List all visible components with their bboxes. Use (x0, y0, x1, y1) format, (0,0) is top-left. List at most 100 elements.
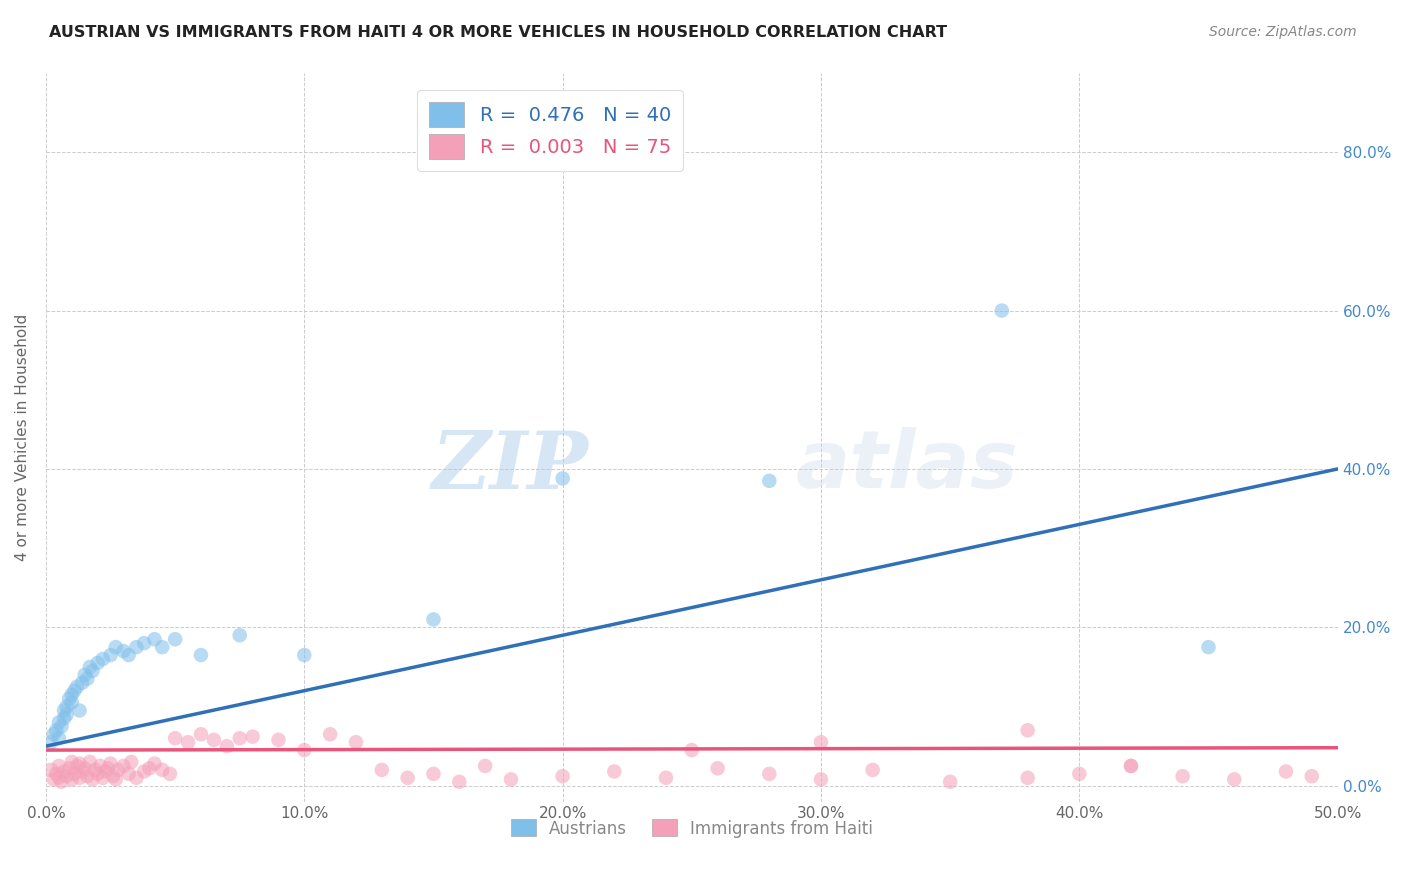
Point (100, 648, 122, 662)
Point (422, 767, 444, 781)
Point (51, 719, 73, 733)
Point (48, 759, 70, 773)
Point (97, 761, 120, 775)
Point (91, 652, 114, 666)
Point (63, 683, 86, 698)
Y-axis label: 4 or more Vehicles in Household: 4 or more Vehicles in Household (15, 314, 30, 561)
Point (655, 771, 678, 785)
Point (202, 732, 225, 747)
Point (82, 772, 104, 787)
Point (165, 632, 187, 647)
Text: atlas: atlas (796, 427, 1018, 506)
Point (165, 731, 187, 746)
Point (42, 772, 65, 787)
Point (39, 735, 62, 749)
Point (125, 771, 148, 785)
Point (55, 769, 77, 783)
Point (58, 691, 80, 706)
Point (603, 764, 626, 779)
Point (39, 763, 62, 777)
Point (66, 680, 89, 694)
Text: Source: ZipAtlas.com: Source: ZipAtlas.com (1209, 25, 1357, 39)
Point (292, 743, 315, 757)
Point (79, 755, 101, 769)
Point (82, 664, 104, 678)
Point (84, 763, 107, 777)
Point (706, 761, 728, 775)
Point (53, 704, 76, 718)
Point (53, 711, 76, 725)
Point (242, 730, 264, 744)
Point (45, 723, 67, 738)
Point (91, 771, 114, 785)
Point (66, 759, 89, 773)
Point (60, 772, 83, 787)
Text: AUSTRIAN VS IMMIGRANTS FROM HAITI 4 OR MORE VEHICLES IN HOUSEHOLD CORRELATION CH: AUSTRIAN VS IMMIGRANTS FROM HAITI 4 OR M… (49, 25, 948, 40)
Point (190, 727, 212, 741)
Point (449, 774, 471, 789)
Point (60, 688, 83, 702)
Point (939, 774, 962, 789)
Point (70, 675, 93, 690)
Point (681, 743, 703, 757)
Point (150, 763, 173, 777)
Point (810, 735, 832, 749)
Point (60, 696, 83, 710)
Point (51, 774, 73, 789)
Point (150, 640, 173, 654)
Point (344, 735, 367, 749)
Point (371, 763, 394, 777)
Point (1275, 764, 1298, 779)
Point (42, 727, 65, 741)
Point (177, 735, 200, 749)
Point (58, 761, 80, 775)
Point (73, 761, 96, 775)
Point (1017, 723, 1039, 738)
Point (89, 759, 111, 773)
Point (1171, 769, 1194, 783)
Point (73, 668, 96, 682)
Point (60, 755, 83, 769)
Legend: Austrians, Immigrants from Haiti: Austrians, Immigrants from Haiti (503, 813, 880, 844)
Point (79, 660, 101, 674)
Point (190, 648, 212, 662)
Point (499, 772, 522, 787)
Point (474, 759, 496, 773)
Point (319, 727, 342, 741)
Point (112, 644, 135, 658)
Point (45, 767, 67, 781)
Point (551, 769, 574, 783)
Point (215, 739, 238, 753)
Point (228, 731, 250, 746)
Point (120, 755, 142, 769)
Point (55, 699, 77, 714)
Point (143, 756, 166, 771)
Point (86, 656, 108, 670)
Point (134, 764, 156, 779)
Point (55, 707, 77, 722)
Point (69, 704, 91, 718)
Point (117, 648, 139, 662)
Point (138, 761, 160, 775)
Point (1119, 759, 1142, 773)
Point (69, 756, 91, 771)
Point (396, 771, 419, 785)
Point (134, 636, 156, 650)
Point (758, 767, 780, 781)
Point (76, 769, 98, 783)
Point (125, 640, 148, 654)
Point (101, 769, 124, 783)
Text: ZIP: ZIP (432, 427, 589, 505)
Point (86, 767, 108, 781)
Point (1119, 759, 1142, 773)
Point (63, 767, 86, 781)
Point (70, 764, 93, 779)
Point (1301, 769, 1323, 783)
Point (48, 771, 70, 785)
Point (810, 772, 832, 787)
Point (1017, 771, 1039, 785)
Point (991, 303, 1014, 318)
Point (48, 715, 70, 730)
Point (76, 672, 98, 686)
Point (551, 471, 574, 485)
